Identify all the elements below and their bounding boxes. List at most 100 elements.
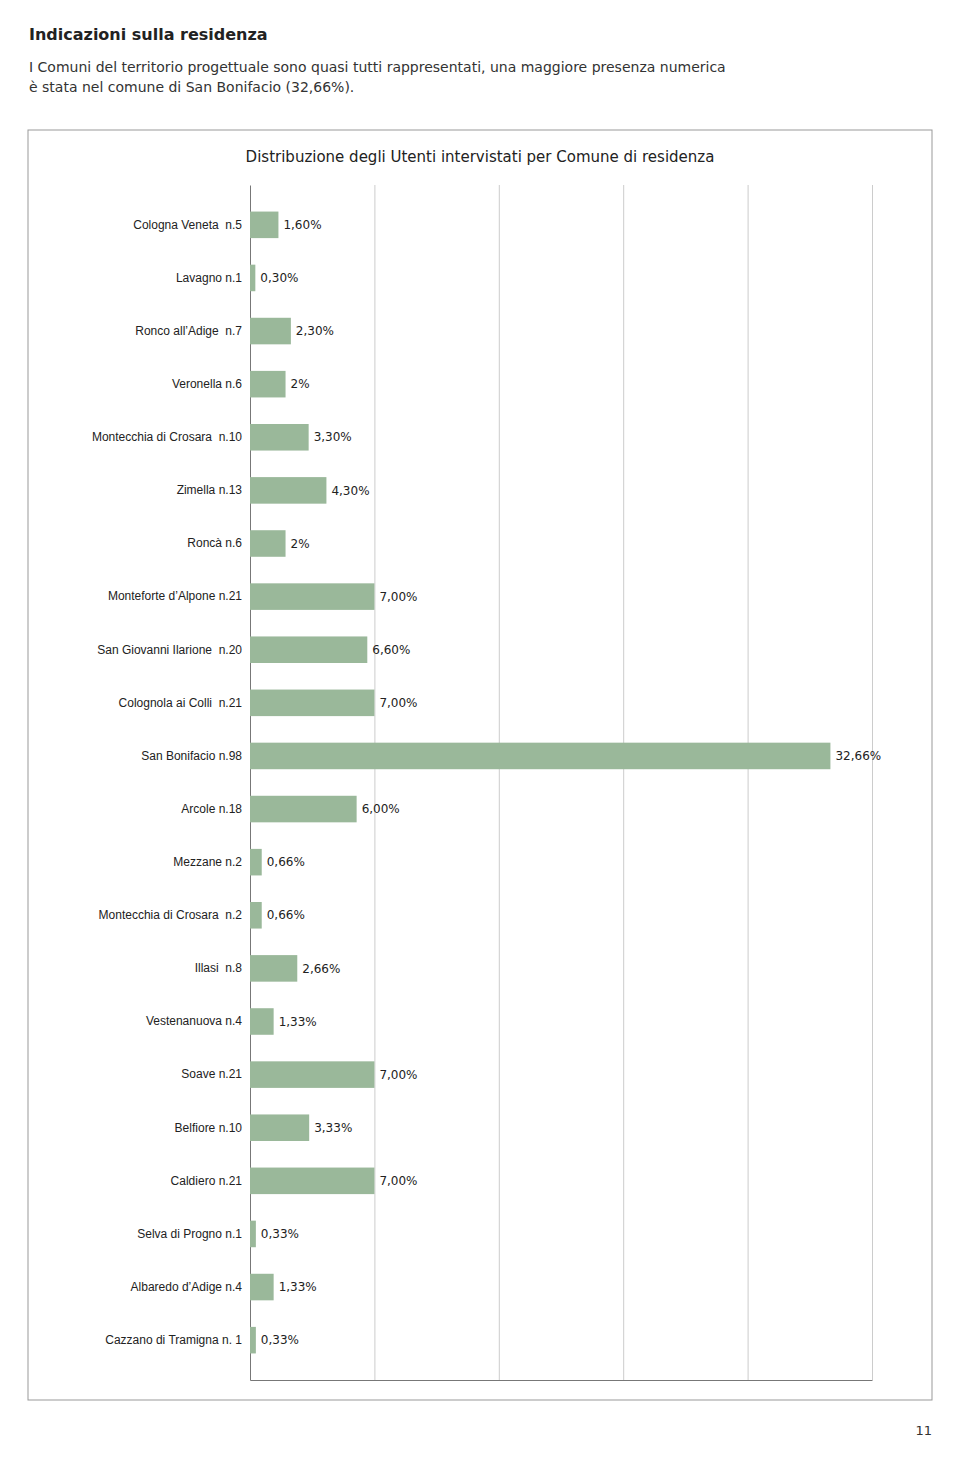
y-tick: Belfiore n.10 [175,1121,243,1135]
bar [250,1168,374,1195]
category-label: Caldiero n.21 [171,1174,243,1188]
category-label: Veronella n.6 [172,377,242,391]
category-label: Monteforte d’Alpone n.21 [108,589,242,603]
data-label: 7,00% [379,590,417,604]
y-tick: Illasi n.8 [195,961,243,975]
data-label: 1,60% [283,218,321,232]
x-tick [499,185,500,1380]
chart-title: Distribuzione degli Utenti intervistati … [246,148,715,166]
bar [250,1274,274,1301]
page-number: 11 [915,1423,932,1438]
category-label: Ronco all’Adige n.7 [135,324,242,338]
category-label: San Bonifacio n.98 [141,749,242,763]
y-tick: Arcole n.18 [181,802,242,816]
y-tick: Montecchia di Crosara n.2 [99,908,243,922]
y-tick: Soave n.21 [181,1067,242,1081]
bar [250,371,286,398]
y-tick: San Giovanni Ilarione n.20 [97,643,242,657]
data-label: 4,30% [331,484,369,498]
bar [250,424,309,451]
y-tick: Cazzano di Tramigna n. 1 [105,1333,242,1347]
x-axis [251,185,873,1381]
bar [250,1114,309,1141]
category-label: San Giovanni Ilarione n.20 [97,643,242,657]
category-label: Montecchia di Crosara n.10 [92,430,242,444]
y-tick: Cologna Veneta n.5 [133,218,242,232]
y-tick: Caldiero n.21 [171,1174,243,1188]
y-tick: Selva di Progno n.1 [137,1227,242,1241]
bars [250,212,830,1354]
bar [250,212,278,239]
data-label: 6,00% [362,802,400,816]
category-label: Illasi n.8 [195,961,243,975]
data-label: 3,33% [314,1121,352,1135]
data-label: 1,33% [279,1015,317,1029]
data-label: 7,00% [379,696,417,710]
y-tick: Albaredo d’Adige n.4 [131,1280,243,1294]
y-tick: Zimella n.13 [177,483,243,497]
data-label: 2,66% [302,962,340,976]
y-tick: Montecchia di Crosara n.10 [92,430,242,444]
chart-root: Indicazioni sulla residenza I Comuni del … [0,0,960,1458]
category-label: Cazzano di Tramigna n. 1 [105,1333,242,1347]
x-tick [872,185,873,1380]
bar [250,955,297,982]
y-tick: Vestenanuova n.4 [146,1014,242,1028]
y-axis: Cologna Veneta n.5 Lavagno n.1 Ronco all’A… [92,186,251,1381]
y-axis-line [250,186,251,1381]
category-label: Montecchia di Crosara n.2 [99,908,243,922]
data-label: 2% [291,377,310,391]
x-axis-line [251,1380,873,1381]
y-tick: Ronco all’Adige n.7 [135,324,242,338]
bar [250,530,286,557]
grid-line [748,185,749,1380]
bar [250,743,830,770]
data-label: 32,66% [835,749,881,763]
plot: Cologna Veneta n.5 Lavagno n.1 Ronco all’A… [92,185,881,1381]
data-label: 3,30% [314,430,352,444]
bar [250,477,326,504]
subtitle: Indicazioni sulla residenza [29,25,268,44]
bar [250,690,374,717]
grid-line [872,185,873,1380]
bar [250,1221,256,1248]
data-label: 0,66% [267,908,305,922]
y-tick: Colognola ai Colli n.21 [119,696,243,710]
data-label: 1,33% [279,1280,317,1294]
category-label: Soave n.21 [181,1067,242,1081]
data-label: 6,60% [372,643,410,657]
y-tick: Roncà n.6 [187,536,242,550]
category-label: Arcole n.18 [181,802,242,816]
data-labels: 1,60% 0,30% 2,30% 2% 3,30% 4,30% 2% 7,00% 6,60% 7… [260,218,881,1347]
bar [250,796,357,823]
category-label: Belfiore n.10 [175,1121,243,1135]
y-tick: Mezzane n.2 [173,855,242,869]
data-label: 0,30% [260,271,298,285]
grid-line [499,185,500,1380]
x-tick [748,185,749,1380]
category-label: Albaredo d’Adige n.4 [131,1280,243,1294]
data-label: 0,33% [261,1333,299,1347]
y-tick: Monteforte d’Alpone n.21 [108,589,242,603]
category-label: Zimella n.13 [177,483,243,497]
bar [250,318,291,345]
category-label: Lavagno n.1 [176,271,242,285]
data-label: 0,66% [267,855,305,869]
category-label: Selva di Progno n.1 [137,1227,242,1241]
bar [250,902,262,929]
category-label: Roncà n.6 [187,536,242,550]
data-label: 2,30% [296,324,334,338]
data-label: 0,33% [261,1227,299,1241]
bar [250,265,255,292]
x-tick [374,185,375,1380]
bar [250,1327,256,1354]
grid-line [374,185,375,1380]
bar [250,849,262,876]
category-label: Cologna Veneta n.5 [133,218,242,232]
category-label: Mezzane n.2 [173,855,242,869]
header-text: I Comuni del territorio progettuale sono… [29,59,726,95]
data-label: 2% [291,537,310,551]
bar [250,1061,374,1088]
data-label: 7,00% [379,1068,417,1082]
bar [250,583,374,610]
